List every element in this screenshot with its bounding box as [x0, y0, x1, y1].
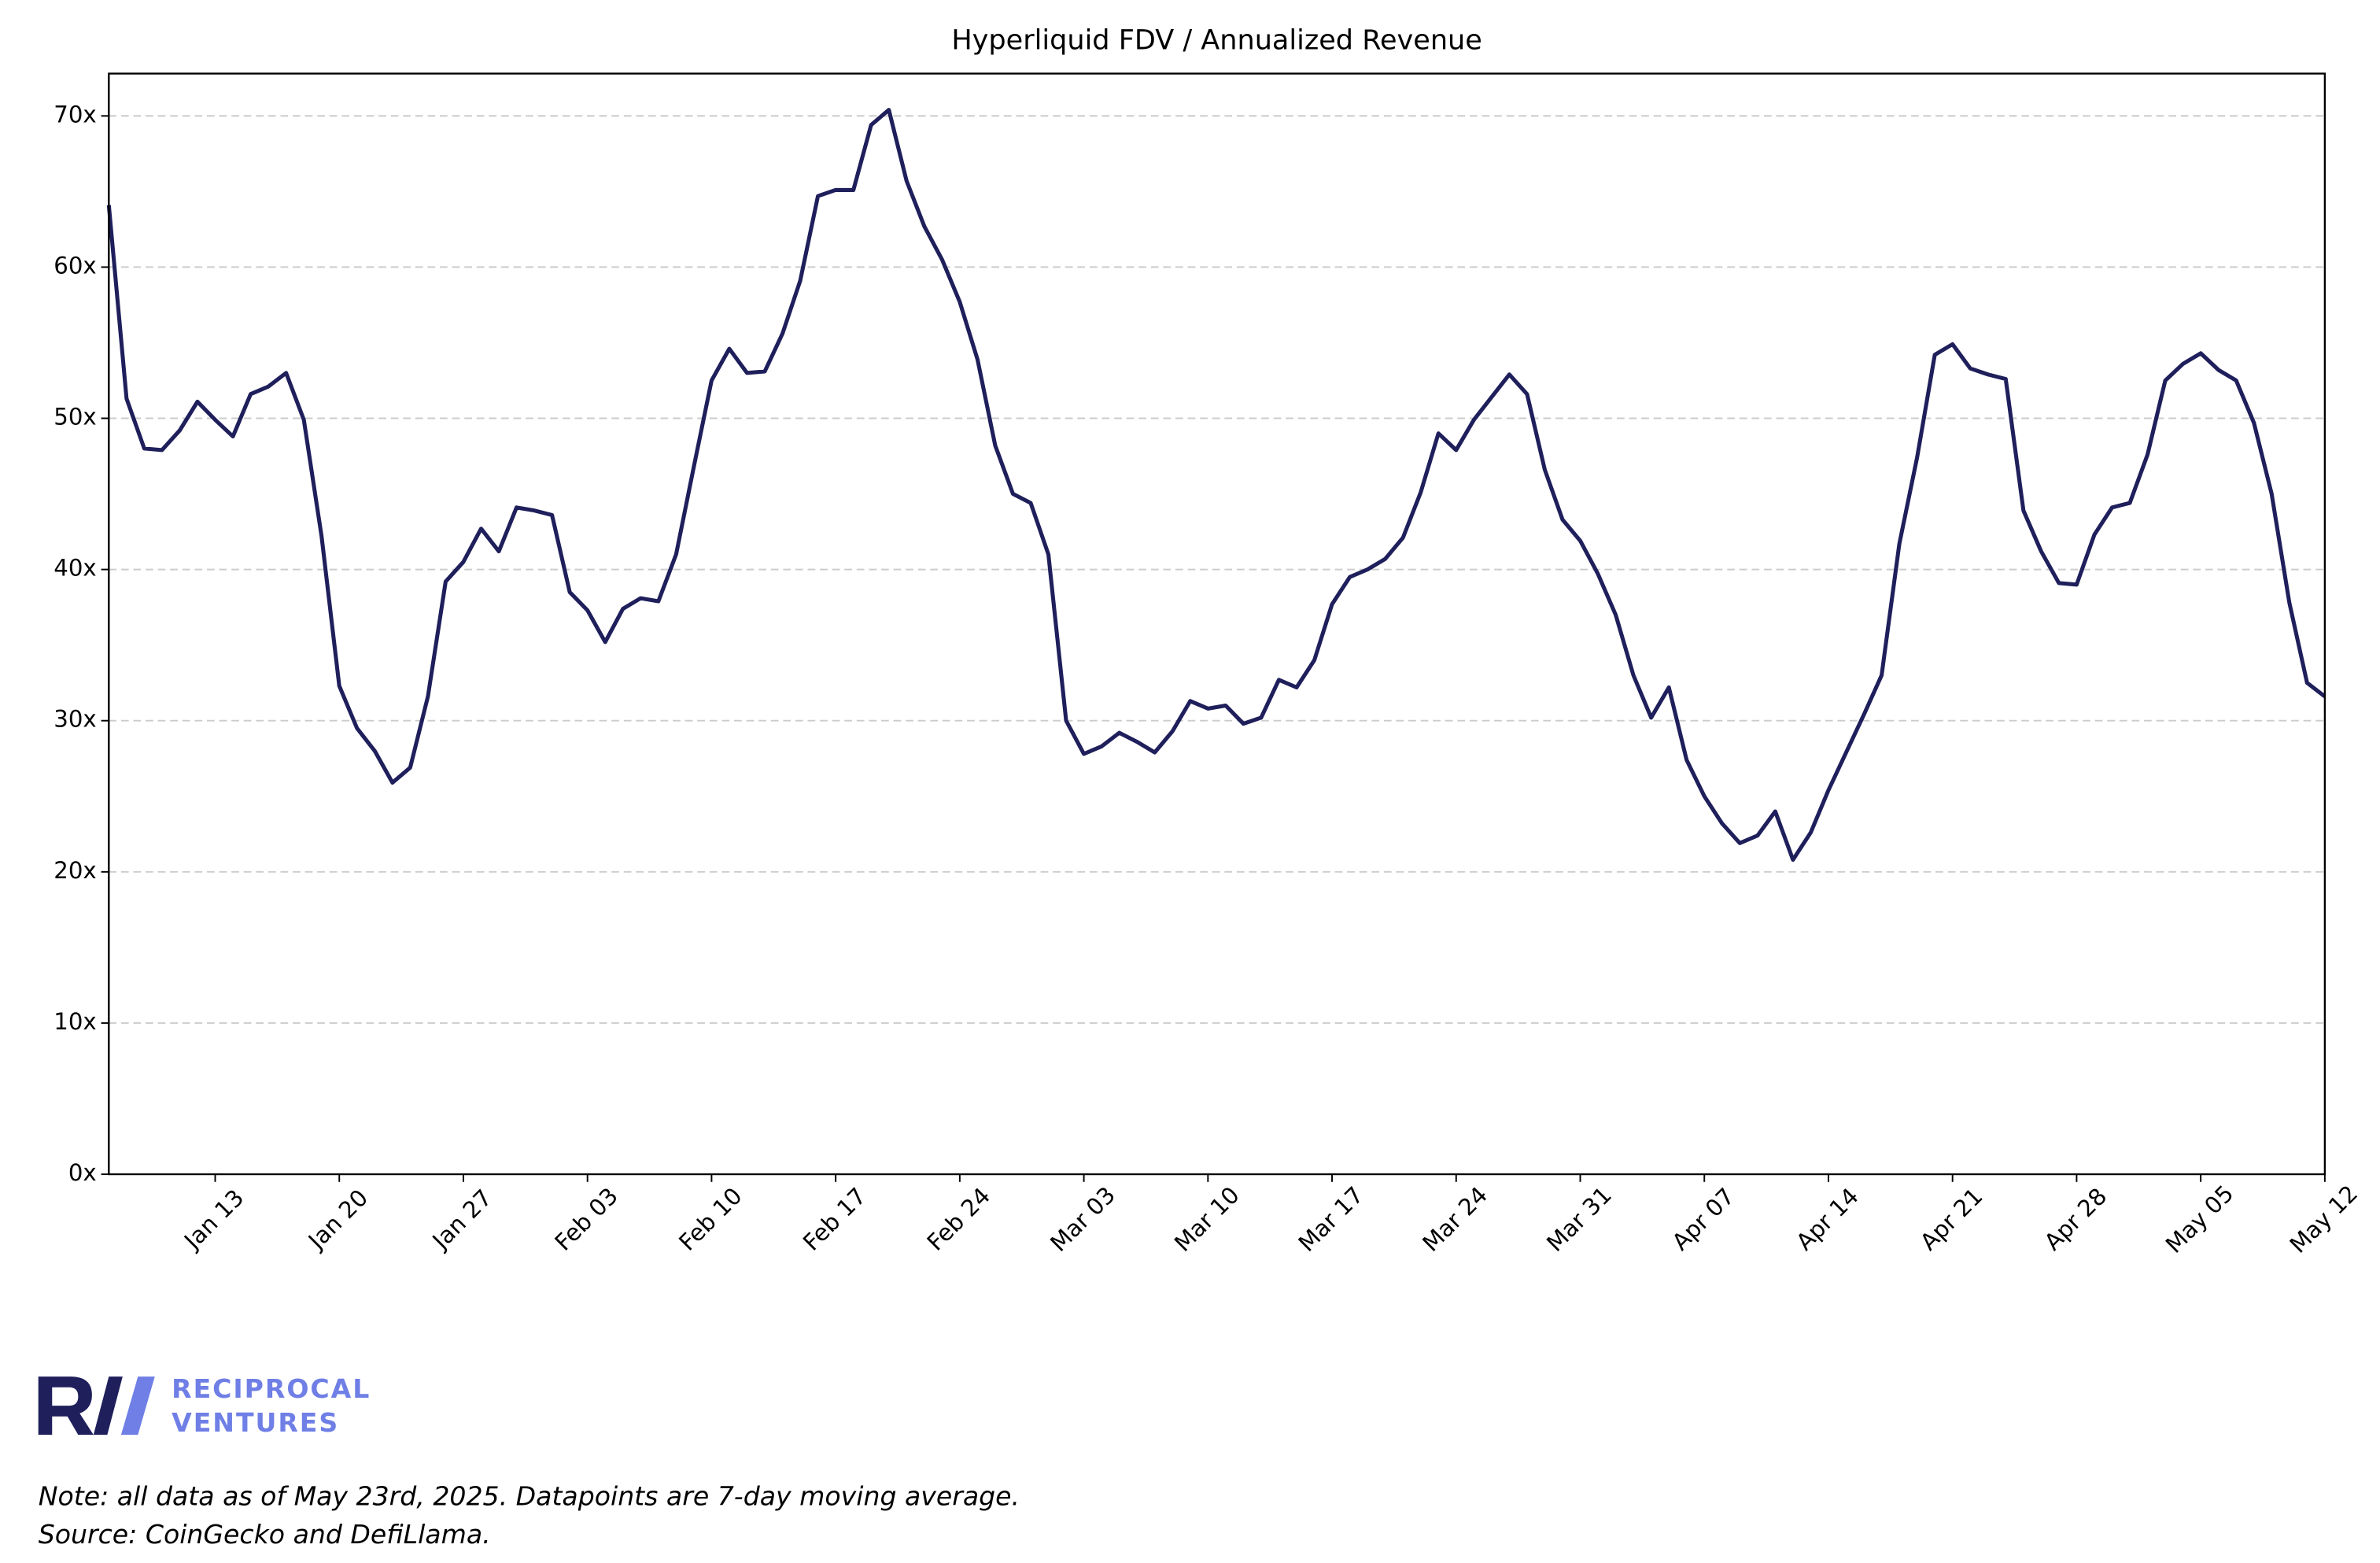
logo-slash	[93, 1376, 123, 1436]
logo-text: VENTURES	[172, 1407, 339, 1438]
y-tick-label: 10x	[54, 1008, 96, 1035]
y-tick-label: 40x	[54, 555, 96, 582]
logo-text: RECIPROCAL	[172, 1373, 371, 1404]
y-tick-label: 30x	[54, 706, 96, 733]
logo: RECIPROCAL VENTURES	[38, 1373, 371, 1438]
y-tick-label: 20x	[54, 857, 96, 884]
y-tick-label: 50x	[54, 403, 96, 430]
y-tick-label: 0x	[68, 1159, 97, 1186]
logo-mark	[38, 1376, 94, 1436]
logo-slash	[120, 1376, 155, 1436]
chart-title: Hyperliquid FDV / Annualized Revenue	[951, 24, 1482, 57]
y-tick-label: 70x	[54, 101, 96, 127]
plot-frame	[108, 72, 2326, 1176]
note: Source: CoinGecko and DefiLlama.	[39, 1519, 491, 1550]
note: Note: all data as of May 23rd, 2025. Dat…	[39, 1481, 1020, 1512]
y-tick-label: 60x	[54, 252, 96, 279]
series-line	[106, 108, 2326, 862]
